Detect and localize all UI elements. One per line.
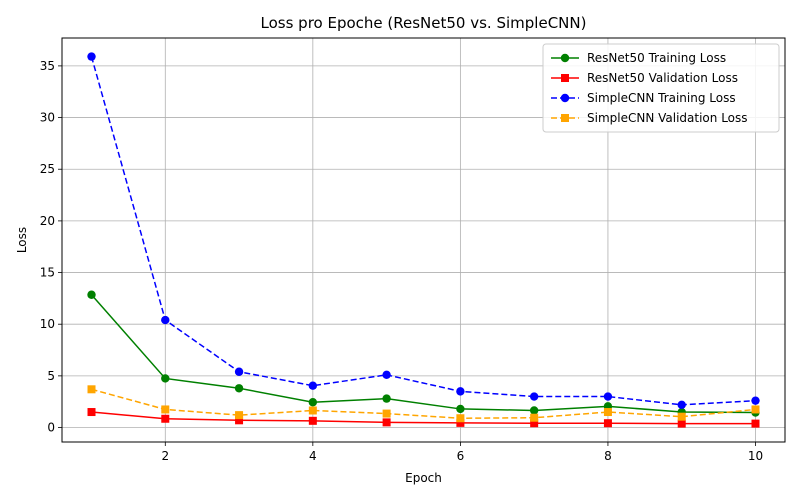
y-tick-label: 35 [40,59,55,73]
data-point [751,405,760,414]
data-point [308,406,317,415]
data-point [87,52,96,61]
legend-label: ResNet50 Training Loss [587,51,726,65]
y-tick-label: 25 [40,162,55,176]
legend-label: SimpleCNN Training Loss [587,91,736,105]
data-point [603,408,612,417]
y-tick-label: 10 [40,317,55,331]
legend-marker [561,74,569,82]
data-point [161,374,170,383]
data-point [530,419,539,428]
x-axis-label: Epoch [405,471,442,485]
data-point [530,413,539,422]
x-tick-label: 6 [457,449,465,463]
legend-marker [561,114,569,122]
legend-item: ResNet50 Validation Loss [551,71,738,85]
data-point [382,409,391,418]
data-point [87,385,96,394]
y-tick-label: 5 [47,369,55,383]
x-tick-label: 2 [161,449,169,463]
series-group [87,52,760,428]
data-point [87,290,96,299]
x-tick-label: 8 [604,449,612,463]
data-point [87,408,96,417]
legend-item: ResNet50 Training Loss [551,51,726,65]
data-point [235,416,244,425]
series-line [90,294,756,414]
legend-marker [560,93,570,103]
data-point [161,315,170,325]
series-simplecnn-training-loss [87,52,760,410]
data-point [751,396,760,405]
data-point [234,367,244,376]
data-point [161,414,170,423]
data-point [382,418,391,427]
data-point [308,416,317,425]
data-point [308,398,318,407]
data-point [235,411,244,420]
x-tick-label: 10 [748,449,763,463]
legend-item: SimpleCNN Training Loss [551,91,736,105]
legend-label: ResNet50 Validation Loss [587,71,738,85]
data-point [677,400,686,410]
legend-box [542,43,780,133]
data-point [456,418,465,427]
grid [62,38,785,442]
y-axis-label: Loss [15,227,29,253]
y-tick-label: 20 [40,214,55,228]
series-resnet50-validation-loss [87,408,760,428]
data-point [677,412,686,421]
legend: ResNet50 Training Loss ResNet50 Validatio… [542,43,780,133]
series-resnet50-training-loss [87,290,760,417]
data-point [456,387,465,396]
data-point [456,414,465,423]
chart-title: Loss pro Epoche (ResNet50 vs. SimpleCNN) [261,14,587,32]
series-simplecnn-validation-loss [87,385,760,423]
data-point [308,381,318,390]
data-point [677,419,686,428]
series-line [91,411,756,425]
data-point [529,392,539,401]
plot-frame [61,37,786,443]
legend-label: SimpleCNN Validation Loss [587,111,748,125]
series-line [90,56,756,406]
data-point [603,392,613,401]
data-point [382,370,391,380]
data-point [161,405,170,414]
y-tick-label: 0 [47,421,55,435]
data-point [751,419,760,428]
data-point [603,419,612,428]
legend-marker [560,53,570,63]
data-point [529,406,539,415]
ticks: 2 4 6 8 10 0 5 10 15 20 25 30 35 [40,59,763,463]
data-point [382,394,391,403]
series-line [91,388,756,419]
legend-item: SimpleCNN Validation Loss [551,111,748,125]
y-tick-label: 15 [40,266,55,280]
data-point [456,404,465,414]
x-tick-label: 4 [309,449,317,463]
data-point [234,384,244,393]
y-tick-label: 30 [40,111,55,125]
